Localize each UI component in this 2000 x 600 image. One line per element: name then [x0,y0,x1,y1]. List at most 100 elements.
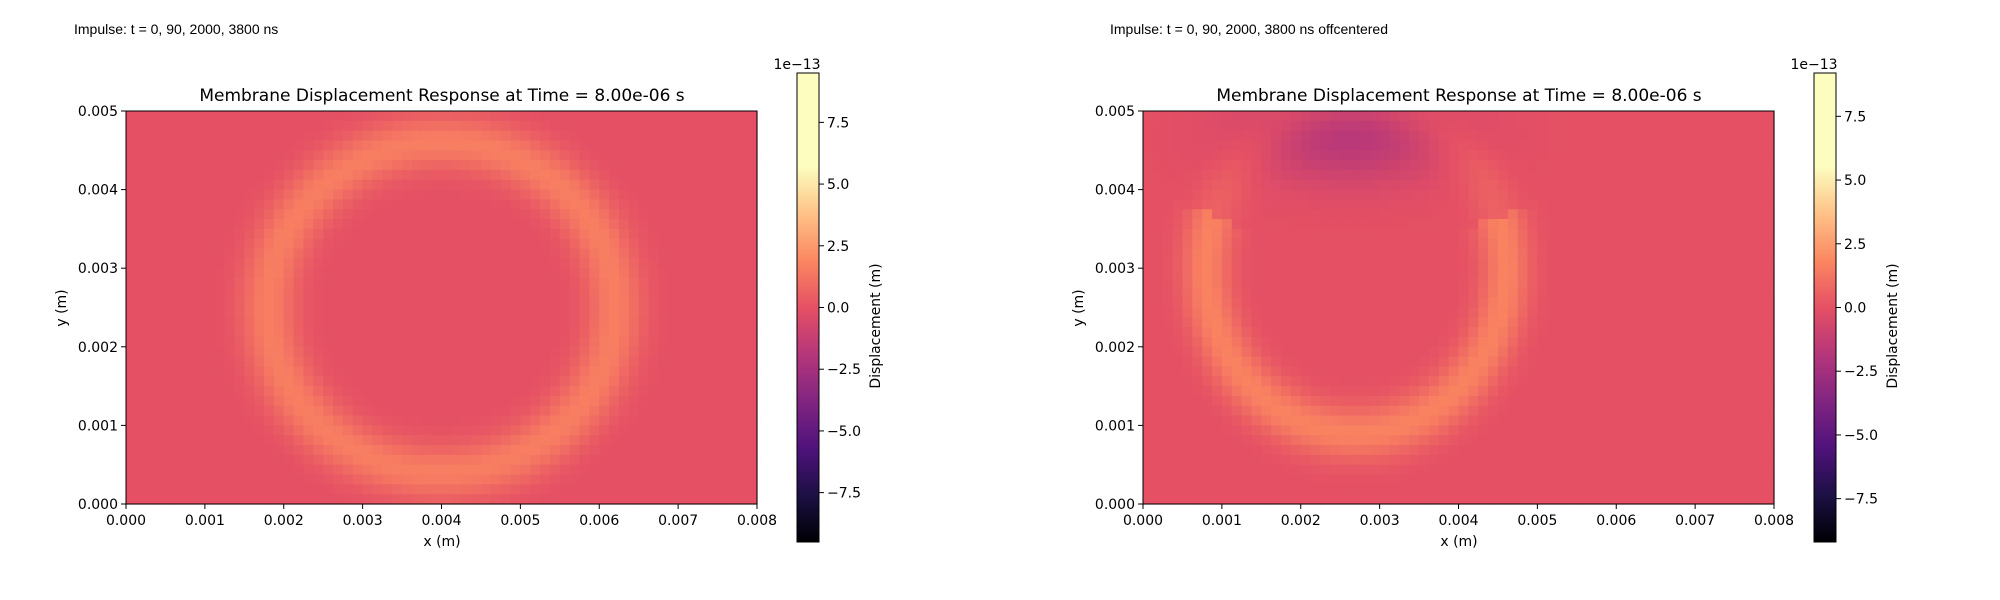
heatmap-cell [254,356,265,368]
heatmap-cell [1428,317,1440,328]
heatmap-cell [1497,268,1509,279]
heatmap-cell [1310,179,1322,191]
heatmap-cell [1714,346,1726,358]
heatmap-cell [1438,130,1450,142]
heatmap-cell [1645,258,1657,269]
heatmap-cell [244,336,255,348]
heatmap-cell [618,405,630,417]
heatmap-cell [1438,317,1450,328]
heatmap-cell [559,435,571,446]
heatmap-cell [195,287,206,299]
heatmap-cell [1596,425,1607,436]
heatmap-cell [678,189,689,201]
heatmap-cell [155,445,167,456]
heatmap-cell [1369,376,1381,387]
heatmap-cell [1478,120,1489,132]
heatmap-cell [1389,278,1400,289]
heatmap-cell [609,179,620,191]
heatmap-cell [569,297,581,309]
heatmap-cell [273,169,285,181]
heatmap-cell [1428,386,1440,397]
heatmap-cell [589,150,600,161]
heatmap-cell [1517,307,1529,318]
heatmap-cell [490,464,502,476]
heatmap-cell [392,150,403,161]
heatmap-cell [1497,209,1509,220]
heatmap-cell [1310,120,1322,132]
heatmap-cell [1527,474,1538,485]
heatmap-cell [549,199,561,210]
heatmap-cell [1704,425,1716,436]
heatmap-cell [175,111,186,122]
heatmap-cell [1547,219,1558,230]
heatmap-cell [569,219,581,230]
heatmap-cell [1655,140,1667,151]
heatmap-cell [549,405,561,417]
heatmap-cell [303,209,314,220]
heatmap-cell [264,474,275,485]
heatmap-cell [352,356,364,368]
heatmap-cell [372,346,383,358]
heatmap-cell [1340,346,1351,358]
heatmap-cell [135,228,147,240]
heatmap-cell [1330,454,1341,466]
heatmap-cell [461,386,472,397]
heatmap-cell [1714,464,1726,476]
heatmap-cell [224,238,236,250]
heatmap-cell [254,238,265,250]
heatmap-cell [1369,405,1381,417]
heatmap-cell [1626,219,1637,230]
heatmap-cell [678,366,689,377]
heatmap-cell [1655,307,1667,318]
heatmap-cell [1566,258,1578,269]
heatmap-cell [1221,209,1233,220]
heatmap-cell [1557,435,1568,446]
heatmap-cell [1399,307,1410,318]
heatmap-cell [1576,395,1588,407]
heatmap-cell [352,454,364,466]
heatmap-cell [1261,445,1272,456]
heatmap-cell [668,395,679,407]
heatmap-cell [1399,386,1410,397]
heatmap-cell [658,376,669,387]
heatmap-cell [283,297,295,309]
heatmap-cell [589,130,600,142]
heatmap-cell [697,228,709,240]
heatmap-cell [1271,435,1282,446]
heatmap-cell [668,366,679,377]
heatmap-cell [313,278,324,289]
heatmap-cell [1665,376,1677,387]
heatmap-cell [431,179,443,191]
heatmap-cell [1586,111,1598,122]
heatmap-cell [1448,395,1460,407]
heatmap-cell [461,317,472,328]
heatmap-cell [668,179,679,191]
heatmap-cell [1212,386,1223,397]
heatmap-cell [1241,248,1253,259]
heatmap-cell [1527,189,1538,201]
heatmap-cell [599,287,610,299]
heatmap-cell [1251,474,1262,485]
heatmap-cell [1685,130,1696,142]
heatmap-cell [1507,494,1519,505]
heatmap-cell [461,454,472,466]
heatmap-cell [372,405,383,417]
heatmap-cell [1547,386,1558,397]
heatmap-cell [135,484,147,495]
heatmap-cell [747,464,758,476]
heatmap-cell [1350,425,1361,436]
heatmap-cell [737,464,748,476]
heatmap-cell [1271,454,1282,466]
heatmap-cell [471,405,482,417]
heatmap-cell [1202,228,1213,240]
heatmap-cell [1221,268,1233,279]
heatmap-cell [737,248,748,259]
heatmap-cell [747,317,758,328]
heatmap-cell [471,278,482,289]
heatmap-cell [1261,307,1272,318]
heatmap-cell [421,169,433,181]
heatmap-cell [1389,238,1400,250]
heatmap-cell [195,160,206,171]
heatmap-cell [1497,395,1509,407]
heatmap-cell [1566,435,1578,446]
